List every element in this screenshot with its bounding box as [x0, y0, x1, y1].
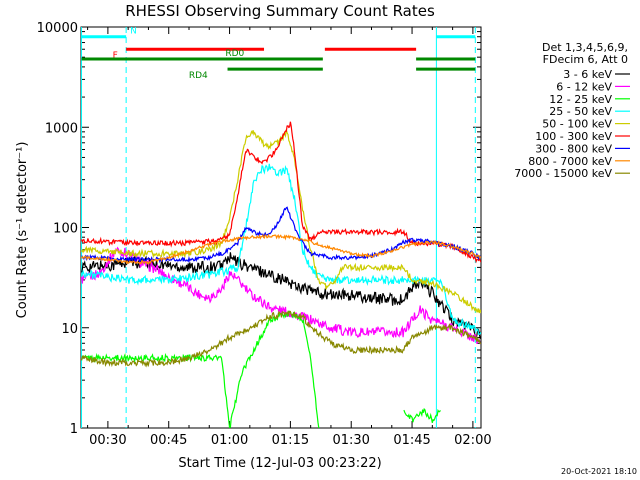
legend-label-0: 3 - 6 keV — [563, 68, 612, 81]
annotation-label-n: N — [130, 27, 137, 37]
x-axis-label: Start Time (12-Jul-03 00:23:22) — [178, 456, 381, 471]
x-tick-label-6: 02:00 — [454, 433, 491, 448]
legend: Det 1,3,4,5,6,9,FDecim 6, Att 0 3 - 6 keV… — [514, 41, 630, 180]
y-tick-label-2: 100 — [53, 222, 78, 237]
annotation-bars: N F RD0 RD4 — [81, 27, 476, 81]
legend-label-5: 100 - 300 keV — [535, 130, 612, 143]
x-tick-label-0: 00:30 — [89, 433, 126, 448]
legend-label-8: 7000 - 15000 keV — [514, 167, 612, 180]
x-tick-label-2: 01:00 — [211, 433, 248, 448]
legend-label-4: 50 - 100 keV — [542, 118, 612, 131]
timestamp: 20-Oct-2021 18:10 — [561, 467, 637, 476]
y-tick-label-4: 10000 — [37, 21, 78, 36]
series-line-6 — [81, 206, 481, 264]
x-tick-label-5: 01:45 — [393, 433, 430, 448]
chart-title: RHESSI Observing Summary Count Rates — [125, 2, 435, 20]
legend-label-1: 6 - 12 keV — [556, 80, 612, 93]
annotation-label-rd4: RD4 — [189, 71, 208, 81]
x-tick-label-3: 01:15 — [272, 433, 309, 448]
x-tick-label-1: 00:45 — [150, 433, 187, 448]
legend-label-7: 800 - 7000 keV — [528, 155, 612, 168]
y-tick-label-0: 1 — [70, 422, 78, 437]
vertical-markers — [81, 27, 476, 428]
legend-label-6: 300 - 800 keV — [535, 142, 612, 155]
legend-label-2: 12 - 25 keV — [549, 93, 612, 106]
y-tick-label-3: 1000 — [45, 121, 78, 136]
series-line-8 — [81, 309, 481, 368]
series-line-2-segment-2 — [403, 407, 441, 423]
axes: 00:30 00:45 01:00 01:15 01:30 01:45 02:00 1 10 10… — [37, 21, 492, 448]
y-axis-label: Count Rate (s⁻¹ detector⁻¹) — [15, 142, 30, 319]
y-tick-label-1: 10 — [61, 322, 78, 337]
series-line-3 — [81, 163, 481, 335]
annotation-label-f: F — [113, 51, 118, 61]
series-group — [81, 121, 481, 428]
x-tick-label-4: 01:30 — [332, 433, 369, 448]
series-line-2 — [81, 310, 320, 428]
series-line-7 — [81, 233, 481, 265]
legend-label-3: 25 - 50 keV — [549, 105, 612, 118]
annotation-label-rd0: RD0 — [225, 49, 244, 59]
series-line-4 — [81, 129, 481, 314]
legend-title-0: Det 1,3,4,5,6,9, — [542, 41, 628, 54]
series-line-5 — [81, 121, 481, 264]
plot-frame — [80, 26, 482, 429]
legend-title-1: FDecim 6, Att 0 — [543, 53, 628, 66]
